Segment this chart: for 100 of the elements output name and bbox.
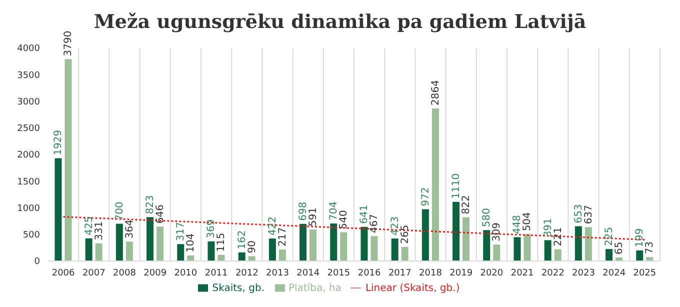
bar bbox=[268, 238, 276, 261]
bar bbox=[64, 59, 72, 261]
bar bbox=[330, 224, 338, 261]
bar bbox=[126, 242, 133, 261]
data-label: 225 bbox=[604, 226, 616, 246]
x-tick-label: 2023 bbox=[572, 268, 595, 278]
data-label: 331 bbox=[94, 221, 105, 240]
bar bbox=[432, 108, 439, 261]
data-label: 309 bbox=[492, 222, 503, 242]
x-tick-label: 2025 bbox=[633, 268, 656, 278]
x-tick-label: 2006 bbox=[52, 268, 76, 278]
x-tick-label: 2011 bbox=[204, 268, 228, 278]
bar bbox=[116, 224, 123, 261]
bar bbox=[310, 230, 317, 261]
x-tick-label: 2024 bbox=[602, 268, 626, 278]
bar bbox=[636, 250, 644, 261]
x-tick-label: 2020 bbox=[480, 268, 504, 278]
bar bbox=[646, 257, 654, 261]
data-label: 540 bbox=[338, 210, 350, 230]
bar bbox=[452, 202, 460, 261]
x-tick-label: 2009 bbox=[144, 268, 167, 278]
data-label: 641 bbox=[359, 204, 370, 224]
bar bbox=[524, 234, 531, 261]
y-tick-label: 500 bbox=[22, 230, 40, 241]
data-label: 653 bbox=[573, 204, 584, 224]
data-label: 637 bbox=[583, 204, 594, 224]
bar bbox=[544, 240, 552, 261]
bar bbox=[85, 238, 92, 261]
data-label: 822 bbox=[461, 195, 472, 214]
x-tick-label: 2017 bbox=[388, 268, 412, 278]
bar bbox=[401, 246, 408, 261]
x-tick-label: 2021 bbox=[510, 268, 534, 278]
data-label: 504 bbox=[522, 212, 534, 232]
data-label: 823 bbox=[145, 195, 156, 214]
bar bbox=[177, 244, 184, 261]
data-label: 364 bbox=[124, 220, 136, 239]
data-label: 265 bbox=[400, 224, 411, 244]
legend-label: Linear (Skaits, gb.) bbox=[365, 283, 460, 294]
data-label: 704 bbox=[328, 201, 340, 221]
data-label: 3790 bbox=[63, 30, 74, 56]
bar bbox=[95, 243, 102, 261]
bar bbox=[360, 226, 368, 261]
bar bbox=[248, 256, 256, 261]
bar bbox=[208, 241, 215, 261]
data-label: 591 bbox=[308, 207, 320, 227]
bar bbox=[187, 255, 194, 261]
legend-label: Skaits, gb. bbox=[212, 283, 264, 294]
bar bbox=[606, 249, 613, 261]
data-label: 422 bbox=[267, 216, 278, 236]
bar bbox=[278, 249, 286, 261]
y-tick-label: 1000 bbox=[17, 204, 40, 214]
data-label: 467 bbox=[369, 214, 380, 234]
data-label: 104 bbox=[186, 233, 197, 252]
y-tick-label: 2000 bbox=[17, 150, 40, 161]
bar bbox=[146, 217, 154, 261]
x-tick-label: 2019 bbox=[450, 268, 473, 278]
y-tick-label: 3000 bbox=[17, 97, 40, 108]
bar bbox=[514, 237, 521, 261]
bar bbox=[340, 232, 348, 261]
x-tick-label: 2015 bbox=[327, 268, 350, 278]
data-label: 580 bbox=[482, 208, 493, 228]
data-label: 972 bbox=[420, 187, 432, 206]
bar bbox=[554, 249, 562, 261]
data-label: 369 bbox=[206, 219, 218, 238]
chart-title: Meža ugunsgrēku dinamika pa gadiem Latvijā bbox=[94, 11, 586, 33]
bar bbox=[54, 158, 62, 261]
data-label: 199 bbox=[634, 228, 646, 248]
bar bbox=[584, 227, 592, 261]
y-tick-label: 3500 bbox=[17, 70, 40, 81]
legend-label: Platība, ha bbox=[288, 283, 342, 294]
y-tick-label: 2500 bbox=[17, 124, 40, 134]
y-tick-label: 1500 bbox=[17, 177, 40, 188]
bar bbox=[574, 226, 582, 261]
data-label: 221 bbox=[552, 227, 564, 246]
data-label: 646 bbox=[155, 204, 166, 224]
data-label: 73 bbox=[644, 241, 656, 254]
bar bbox=[370, 236, 378, 261]
data-label: 217 bbox=[277, 227, 288, 246]
bar bbox=[391, 238, 398, 261]
data-label: 391 bbox=[542, 218, 554, 238]
x-tick-label: 2018 bbox=[419, 268, 442, 278]
data-label: 317 bbox=[176, 222, 187, 242]
bar bbox=[300, 224, 307, 261]
y-tick-label: 4000 bbox=[17, 44, 40, 54]
bar bbox=[156, 226, 164, 261]
bar bbox=[238, 252, 246, 261]
data-label: 1929 bbox=[53, 130, 64, 156]
x-tick-label: 2012 bbox=[235, 268, 258, 278]
bar bbox=[493, 244, 500, 261]
x-tick-label: 2007 bbox=[82, 268, 106, 278]
bar bbox=[483, 230, 490, 261]
data-label: 700 bbox=[114, 202, 126, 221]
x-tick-label: 2008 bbox=[113, 268, 136, 278]
data-label: 2864 bbox=[430, 80, 442, 106]
data-label: 423 bbox=[390, 216, 401, 236]
data-label: 90 bbox=[246, 240, 258, 254]
x-tick-label: 2016 bbox=[358, 268, 382, 278]
x-tick-label: 2014 bbox=[296, 268, 320, 278]
x-tick-label: 2013 bbox=[266, 268, 289, 278]
y-tick-label: 0 bbox=[34, 257, 40, 268]
